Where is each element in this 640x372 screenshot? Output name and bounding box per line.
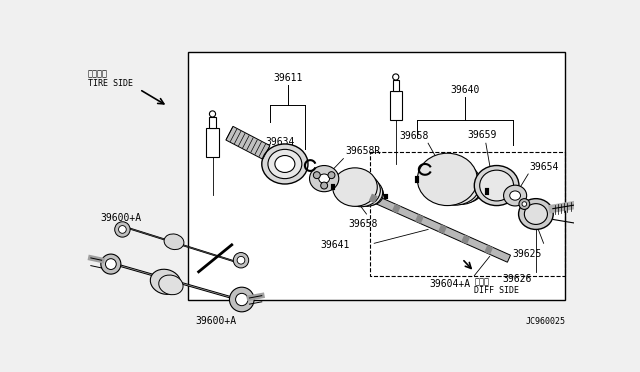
Text: 39658: 39658: [399, 131, 429, 141]
Text: 39658R: 39658R: [345, 146, 380, 156]
Polygon shape: [130, 228, 234, 262]
Circle shape: [328, 172, 335, 179]
Text: 39600+A: 39600+A: [101, 213, 142, 223]
Text: タイヤ側: タイヤ側: [88, 69, 108, 78]
Ellipse shape: [357, 183, 383, 205]
Ellipse shape: [429, 161, 481, 205]
Polygon shape: [120, 265, 236, 299]
Text: 39626: 39626: [502, 274, 531, 284]
Ellipse shape: [268, 150, 302, 179]
Text: 39604+A: 39604+A: [429, 279, 470, 289]
Circle shape: [118, 225, 126, 233]
Ellipse shape: [319, 174, 330, 183]
Polygon shape: [438, 224, 447, 234]
Circle shape: [314, 172, 320, 179]
Text: 39634: 39634: [266, 137, 295, 147]
Text: デフ側: デフ側: [474, 277, 490, 286]
Circle shape: [230, 287, 254, 312]
Ellipse shape: [150, 269, 180, 294]
Text: 39611: 39611: [273, 73, 303, 83]
Polygon shape: [226, 126, 270, 159]
Text: TIRE SIDE: TIRE SIDE: [88, 79, 132, 88]
Ellipse shape: [164, 234, 184, 250]
Circle shape: [209, 111, 216, 117]
Ellipse shape: [440, 168, 482, 205]
Ellipse shape: [333, 168, 378, 206]
Polygon shape: [369, 193, 378, 203]
Ellipse shape: [310, 166, 339, 192]
Text: DIFF SIDE: DIFF SIDE: [474, 286, 519, 295]
Text: 39600+A: 39600+A: [196, 316, 237, 326]
Circle shape: [522, 202, 527, 206]
Ellipse shape: [524, 203, 547, 224]
Circle shape: [393, 74, 399, 80]
Ellipse shape: [159, 275, 183, 295]
Bar: [209, 117, 216, 128]
Circle shape: [321, 182, 328, 189]
Circle shape: [237, 256, 245, 264]
Ellipse shape: [509, 191, 520, 200]
Bar: [188, 52, 565, 300]
Polygon shape: [484, 245, 493, 254]
Ellipse shape: [480, 170, 513, 201]
Circle shape: [236, 294, 248, 306]
Polygon shape: [392, 204, 401, 214]
Text: 39659: 39659: [467, 130, 497, 140]
Text: 39654: 39654: [530, 162, 559, 172]
Ellipse shape: [474, 166, 519, 206]
Text: 39641: 39641: [320, 240, 349, 250]
Ellipse shape: [342, 174, 380, 207]
Circle shape: [101, 254, 121, 274]
Text: 39640: 39640: [451, 85, 480, 95]
Text: JC960025: JC960025: [525, 317, 565, 326]
Text: 39625: 39625: [512, 249, 541, 259]
Circle shape: [234, 253, 249, 268]
Polygon shape: [415, 214, 424, 224]
Text: 39658: 39658: [348, 219, 378, 229]
Polygon shape: [369, 193, 511, 262]
Bar: [390, 91, 402, 120]
Ellipse shape: [417, 153, 477, 206]
Ellipse shape: [518, 199, 553, 230]
Ellipse shape: [262, 144, 308, 184]
Circle shape: [106, 259, 116, 269]
Ellipse shape: [350, 179, 383, 206]
Polygon shape: [461, 235, 470, 244]
Ellipse shape: [275, 155, 295, 173]
Circle shape: [115, 222, 130, 237]
Bar: [393, 80, 399, 91]
Circle shape: [519, 199, 530, 209]
Bar: [206, 128, 219, 157]
Ellipse shape: [451, 175, 483, 202]
Ellipse shape: [504, 185, 527, 206]
